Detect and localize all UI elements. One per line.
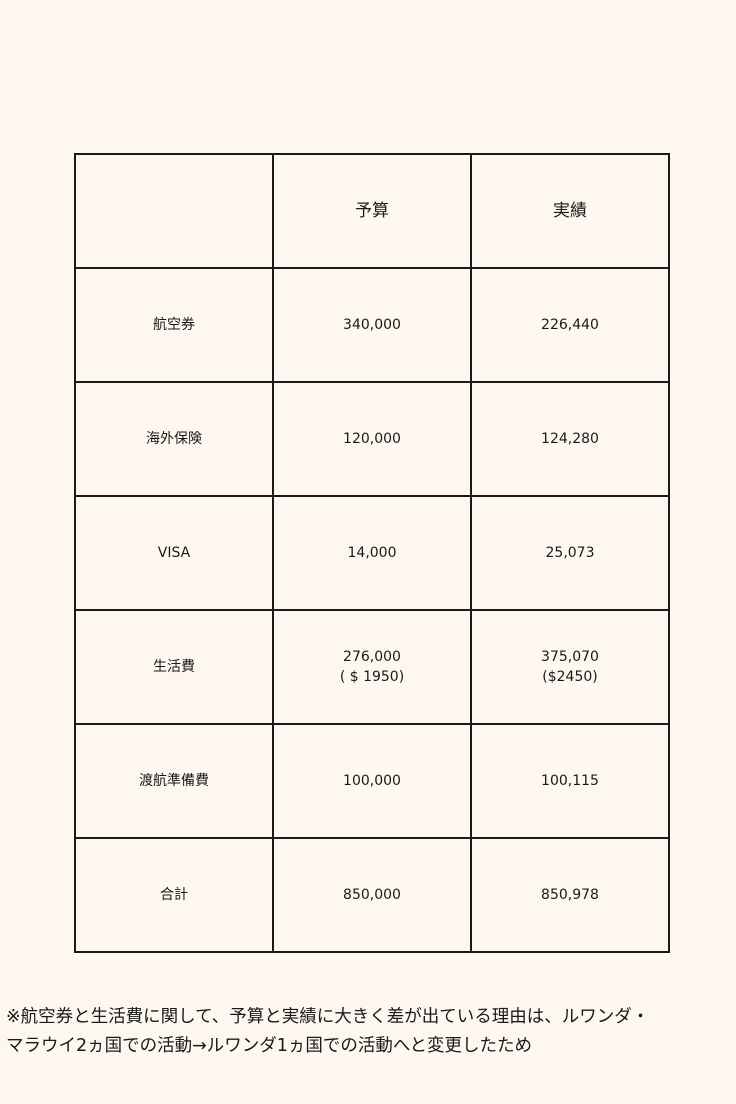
table-row: 海外保険 120,000 124,280 — [74, 381, 670, 497]
footnote: ※航空券と生活費に関して、予算と実績に大きく差が出ている理由は、ルワンダ・ マラ… — [6, 1003, 736, 1061]
footnote-line-1: ※航空券と生活費に関して、予算と実績に大きく差が出ている理由は、ルワンダ・ — [6, 1007, 650, 1027]
budget-cell-line: 100,000 — [343, 773, 401, 789]
actual-cell-line: 226,440 — [541, 317, 599, 333]
actual-cell-line: 100,115 — [541, 773, 599, 789]
budget-cell-line: 14,000 — [347, 545, 397, 561]
budget-cell-line: 120,000 — [343, 431, 401, 447]
item-cell: 渡航準備費 — [74, 723, 274, 839]
header-cell-budget: 予算 — [272, 153, 472, 269]
budget-cell: 850,000 — [272, 837, 472, 953]
table-row: VISA 14,000 25,073 — [74, 495, 670, 611]
budget-cell-line: 276,000 — [343, 649, 401, 665]
budget-cell: 120,000 — [272, 381, 472, 497]
header-cell-actual: 実績 — [470, 153, 670, 269]
actual-cell: 375,070 ($2450) — [470, 609, 670, 725]
header-cell-empty — [74, 153, 274, 269]
budget-cell: 14,000 — [272, 495, 472, 611]
budget-cell: 340,000 — [272, 267, 472, 383]
table-row: 合計 850,000 850,978 — [74, 837, 670, 953]
budget-cell: 100,000 — [272, 723, 472, 839]
actual-cell: 226,440 — [470, 267, 670, 383]
footnote-line-2: マラウイ2ヵ国での活動→ルワンダ1ヵ国での活動へと変更したため — [6, 1036, 533, 1056]
actual-cell-line: ($2450) — [542, 669, 598, 685]
actual-cell: 25,073 — [470, 495, 670, 611]
actual-cell-line: 25,073 — [545, 545, 595, 561]
table-row: 渡航準備費 100,000 100,115 — [74, 723, 670, 839]
actual-cell: 100,115 — [470, 723, 670, 839]
header-row: 予算 実績 — [74, 153, 670, 269]
item-cell: VISA — [74, 495, 274, 611]
item-cell: 合計 — [74, 837, 274, 953]
budget-cell: 276,000 ( $ 1950) — [272, 609, 472, 725]
actual-cell: 124,280 — [470, 381, 670, 497]
budget-cell-line: 850,000 — [343, 887, 401, 903]
item-cell: 海外保険 — [74, 381, 274, 497]
item-cell: 生活費 — [74, 609, 274, 725]
actual-cell-line: 124,280 — [541, 431, 599, 447]
actual-cell-line: 850,978 — [541, 887, 599, 903]
item-cell: 航空券 — [74, 267, 274, 383]
budget-table: 予算 実績 航空券 340,000 226,440 海外保険 120,000 124,28… — [74, 153, 670, 953]
actual-cell-line: 375,070 — [541, 649, 599, 665]
table-row: 航空券 340,000 226,440 — [74, 267, 670, 383]
budget-cell-line: ( $ 1950) — [339, 669, 405, 685]
actual-cell: 850,978 — [470, 837, 670, 953]
budget-cell-line: 340,000 — [343, 317, 401, 333]
table-row: 生活費 276,000 ( $ 1950) 375,070 ($2450) — [74, 609, 670, 725]
